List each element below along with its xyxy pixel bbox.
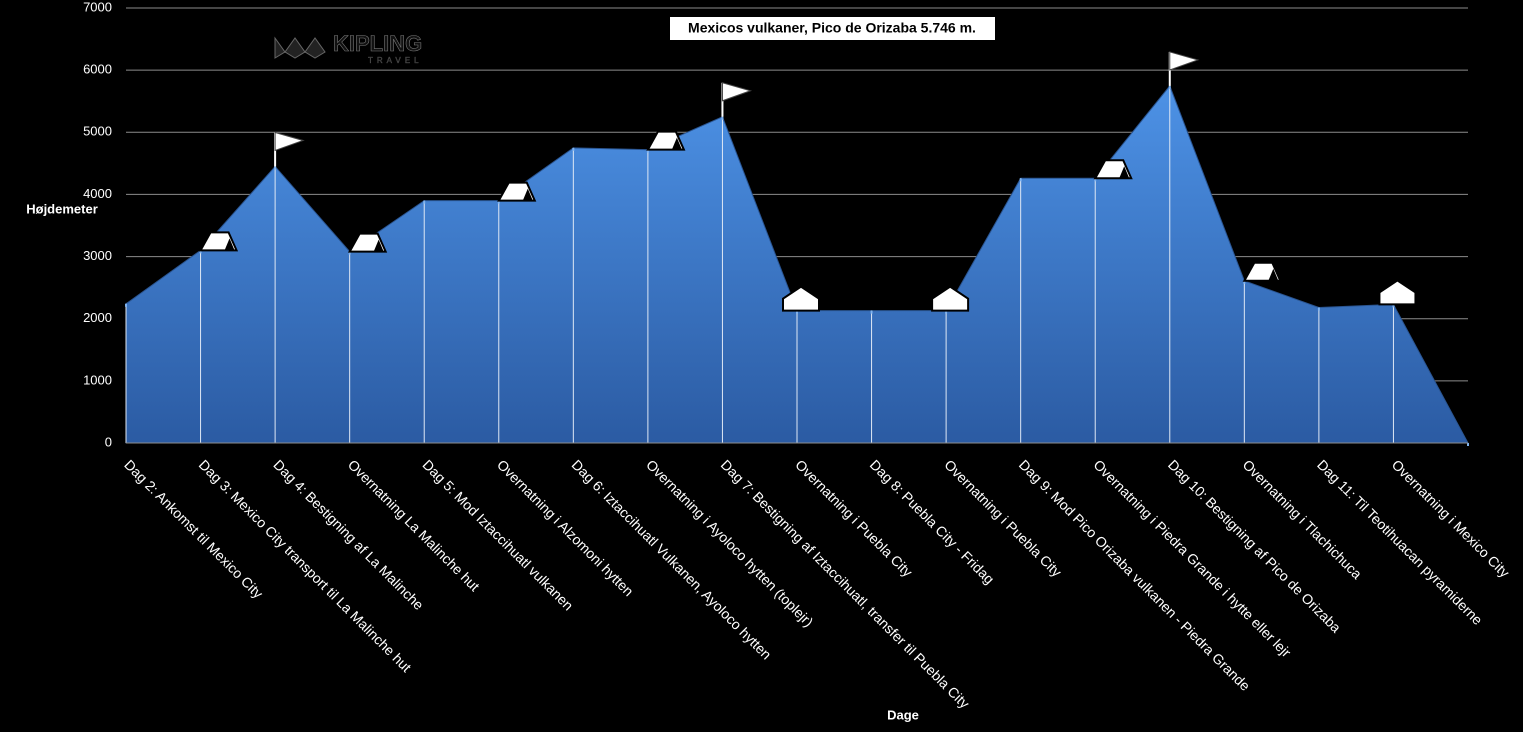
logo-tagline: TRAVEL xyxy=(368,56,423,65)
y-tick-label: 4000 xyxy=(83,186,112,201)
x-tick-label: Dag 5: Mod Iztaccihuatl vulkanen xyxy=(419,456,576,613)
x-tick-label: Overnatning i Tlachichuca xyxy=(1240,456,1366,582)
tent-door xyxy=(1268,268,1279,281)
tent-door xyxy=(671,137,682,150)
logo-mark xyxy=(274,36,326,59)
chart-title: Mexicos vulkaner, Pico de Orizaba 5.746 … xyxy=(688,20,976,36)
logo-name: KIPLING xyxy=(333,31,422,56)
tent-door xyxy=(224,238,235,251)
tent-door xyxy=(522,188,533,201)
x-tick-label: Overnatning La Malinche hut xyxy=(345,456,483,594)
y-tick-label: 6000 xyxy=(83,62,112,77)
title-box xyxy=(668,15,997,42)
x-tick-label: Dag 2: Ankomst til Mexico City xyxy=(121,456,266,601)
x-tick-label: Dag 7: Bestigning af Iztaccihuatl, trans… xyxy=(718,456,973,711)
logo: KIPLING TRAVEL xyxy=(274,31,423,65)
house xyxy=(1378,279,1417,306)
x-tick-label: Overnatning i Alzomoni hytten xyxy=(494,456,637,599)
flag xyxy=(1169,51,1200,71)
y-tick-label: 3000 xyxy=(83,248,112,263)
tent-door xyxy=(373,239,384,252)
x-tick-label: Overnatning i Ayoloco hytten (toplejr) xyxy=(643,456,816,629)
x-tick-label: Dag 8: Puebla City - Fridag xyxy=(867,456,998,587)
y-tick-label: 2000 xyxy=(83,310,112,325)
house xyxy=(782,285,820,312)
y-tick-label: 5000 xyxy=(83,124,112,139)
x-tick-label: Dag 4: Bestigning af La Malinche xyxy=(270,456,427,613)
x-tick-label: Dag 11: Til Teotihuacan pyramiderne xyxy=(1314,456,1486,628)
x-tick-label: Overnatning i Mexico City xyxy=(1389,456,1513,580)
y-tick-label: 7000 xyxy=(83,0,112,14)
flag xyxy=(721,82,753,102)
x-axis-title: Dage xyxy=(887,707,919,722)
y-tick-label: 1000 xyxy=(83,372,112,387)
y-axis-title: Højdemeter xyxy=(26,201,98,216)
tent-door xyxy=(1119,166,1130,179)
house xyxy=(931,285,970,312)
flag xyxy=(274,131,305,152)
y-tick-label: 0 xyxy=(105,434,112,449)
